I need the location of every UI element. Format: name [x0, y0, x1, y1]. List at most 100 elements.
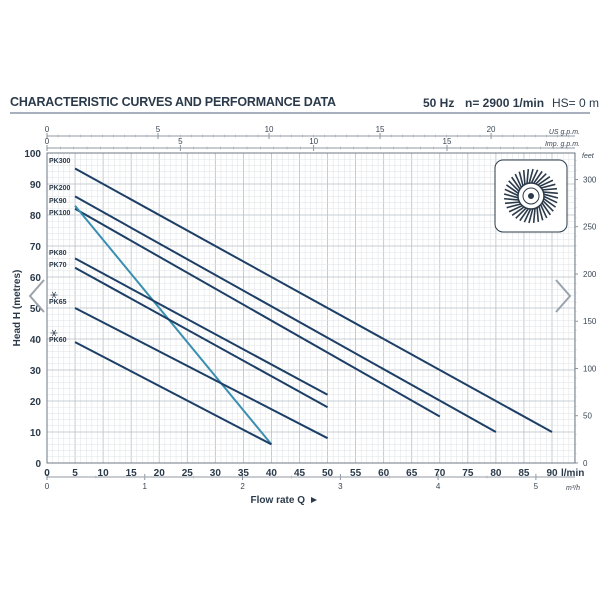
feet-axis-tick-label: 250 — [583, 223, 597, 232]
m3h-axis-unit: m³/h — [566, 485, 580, 492]
feet-axis-tick-label: 200 — [583, 270, 597, 279]
y-tick-label: 20 — [30, 397, 42, 408]
series-line-pk60 — [74, 341, 272, 446]
speed-label: n= 2900 1/min — [465, 96, 545, 110]
chevron-left-icon[interactable] — [26, 278, 48, 314]
x-tick-label: 10 — [98, 468, 110, 479]
imp-gpm-axis-tick-label: 0 — [45, 137, 50, 146]
feet-axis-tick-label: 50 — [583, 412, 592, 421]
impeller-blade — [542, 195, 558, 204]
m3h-axis-tick-label: 0 — [45, 482, 50, 491]
series-label-pk65: PK65 — [49, 299, 67, 306]
impeller-blade — [522, 169, 526, 186]
series-label-pk100: PK100 — [49, 210, 71, 217]
y-tick-label: 60 — [30, 273, 42, 284]
impeller-blade — [504, 201, 521, 205]
x-tick-label: 90 — [546, 468, 558, 479]
series-line-pk90 — [74, 207, 441, 418]
impeller-icon — [494, 159, 568, 233]
us-gpm-axis-tick-label: 0 — [45, 125, 50, 134]
flower-icon — [50, 329, 58, 337]
impeller-blade — [504, 188, 520, 197]
us-gpm-axis-tick-label: 15 — [376, 125, 385, 134]
y-tick-label: 30 — [30, 366, 42, 377]
impeller-blade — [539, 183, 556, 190]
impeller-blade — [532, 170, 543, 185]
impeller-blade — [518, 171, 525, 188]
impeller-blade — [514, 173, 523, 189]
x-tick-label: 60 — [378, 468, 390, 479]
impeller-blade — [511, 205, 526, 216]
imp-gpm-axis-tick-label: 10 — [309, 137, 318, 146]
x-tick-label: 80 — [490, 468, 502, 479]
impeller-blade — [540, 201, 551, 216]
impeller-blade — [511, 176, 522, 191]
feet-axis-tick-label: 300 — [583, 175, 597, 184]
impeller-blade — [528, 207, 534, 224]
impeller-blade — [536, 206, 540, 223]
series-line-pk100 — [74, 205, 273, 446]
m3h-axis-tick-label: 5 — [534, 482, 539, 491]
impeller-blade — [541, 199, 554, 212]
impeller-blade — [515, 206, 528, 219]
x-tick-label: 50 — [322, 468, 334, 479]
series-line-pk70 — [74, 266, 329, 409]
frequency-label: 50 Hz — [423, 96, 455, 110]
impeller-blade — [506, 202, 523, 209]
impeller-blade — [519, 207, 530, 222]
x-axis-arrow — [311, 497, 317, 503]
y-tick-label: 80 — [30, 211, 42, 222]
y-tick-label: 50 — [30, 304, 42, 315]
series-line-pk200 — [74, 195, 497, 433]
plot-frame — [46, 152, 576, 464]
flower-icon — [50, 291, 58, 299]
x-tick-label: 75 — [462, 468, 474, 479]
y-tick-label: 90 — [30, 180, 42, 191]
feet-axis-tick-label: 0 — [583, 459, 588, 468]
feet-axis-tick-label: 100 — [583, 364, 597, 373]
us-gpm-axis-tick-label: 5 — [156, 125, 161, 134]
flower-petal — [53, 332, 57, 337]
y-tick-label: 70 — [30, 242, 42, 253]
x-tick-label: 25 — [182, 468, 194, 479]
impeller-blade — [504, 197, 520, 201]
x-tick-label: 70 — [434, 468, 446, 479]
x-tick-label: 5 — [72, 468, 78, 479]
impeller-blade — [508, 180, 521, 193]
series-line-pk80 — [74, 257, 329, 396]
chevron-right-icon[interactable] — [552, 278, 574, 314]
impeller-blade — [526, 169, 530, 185]
impeller-blade — [542, 191, 558, 195]
impeller-blade — [532, 207, 536, 223]
y-tick-label: 0 — [35, 459, 41, 470]
impeller-blade — [541, 187, 558, 191]
x-tick-label: 30 — [210, 468, 222, 479]
x-tick-label: 20 — [154, 468, 166, 479]
series-label-pk80: PK80 — [49, 250, 67, 257]
x-axis-title: Flow rate Q — [251, 495, 306, 506]
y-tick-label: 100 — [24, 149, 41, 160]
chart-axes — [46, 133, 578, 480]
flower-petal — [51, 291, 55, 296]
x-unit-label: l/min — [561, 468, 584, 479]
chart-series — [74, 167, 553, 446]
y-axis-title: Head H (metres) — [12, 270, 23, 347]
impeller-blade — [503, 193, 520, 199]
impeller-blade — [508, 204, 524, 213]
series-label-pk90: PK90 — [49, 198, 67, 205]
x-tick-label: 35 — [238, 468, 250, 479]
flower-petal — [53, 291, 57, 296]
feet-axis-unit: feet — [582, 153, 595, 160]
impeller-blade — [534, 173, 547, 186]
feet-axis-tick-label: 150 — [583, 317, 597, 326]
y-tick-label: 10 — [30, 428, 42, 439]
x-tick-label: 15 — [126, 468, 138, 479]
chart-title: CHARACTERISTIC CURVES AND PERFORMANCE DA… — [10, 95, 336, 109]
impeller-blade — [530, 169, 539, 185]
imp-gpm-axis-tick-label: 5 — [178, 137, 183, 146]
impeller-blade — [505, 184, 520, 195]
flower-petal — [51, 329, 55, 334]
impeller-blade — [536, 176, 551, 187]
impeller-blade — [537, 204, 544, 221]
flower-petal — [53, 294, 57, 299]
